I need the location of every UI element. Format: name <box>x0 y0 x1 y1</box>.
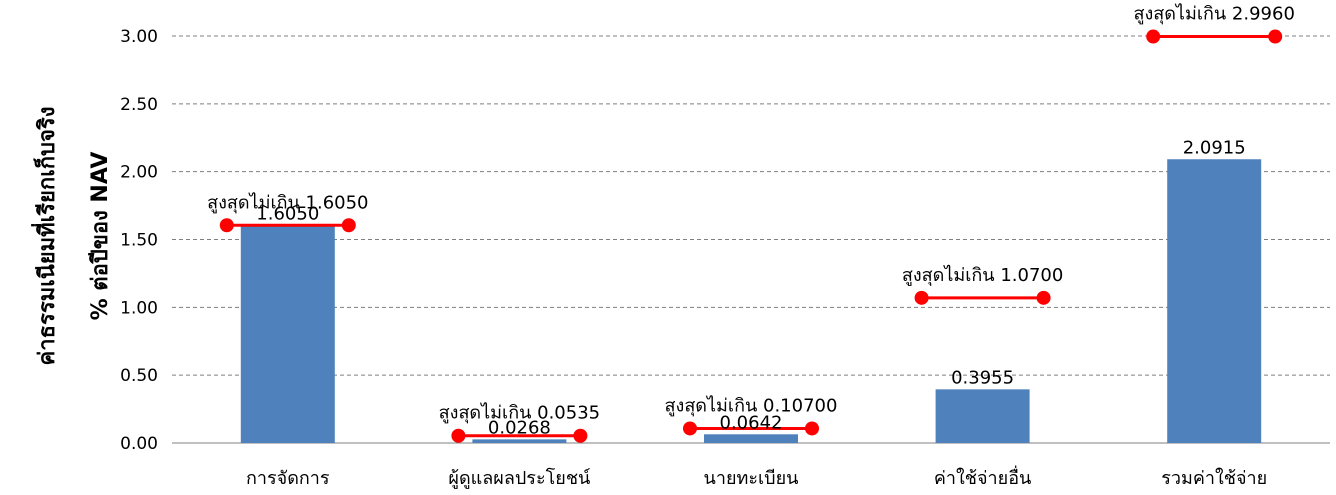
category-label: นายทะเบียน <box>704 468 799 489</box>
category-labels: การจัดการ ผู้ดูแลผลประโยชน์ นายทะเบียน ค่าใ… <box>246 465 1267 489</box>
max-limit-label: สูงสุดไม่เกิน 1.0700 <box>902 264 1063 286</box>
max-limit-label: สูงสุดไม่เกิน 1.6050 <box>207 191 368 213</box>
y-tick-label: 2.00 <box>120 163 158 183</box>
y-tick-label: 1.50 <box>120 231 158 251</box>
max-limit-dot <box>1268 29 1283 44</box>
bar <box>704 434 798 443</box>
max-limit-dot <box>1146 29 1161 44</box>
max-limit-dot <box>683 421 697 436</box>
y-tick-label: 0.00 <box>120 434 158 454</box>
category-label: ผู้ดูแลผลประโยชน์ <box>448 467 590 489</box>
max-limit-dot <box>914 290 929 305</box>
data-label: 2.0915 <box>1183 137 1246 158</box>
y-tick-label: 3.00 <box>120 27 158 47</box>
category-label: การจัดการ <box>246 468 330 489</box>
max-markers <box>219 29 1283 443</box>
bar <box>240 225 335 443</box>
y-tick-label: 1.00 <box>120 298 158 318</box>
bars <box>240 159 1262 443</box>
gridlines <box>172 35 1330 444</box>
max-limit-dot <box>805 421 819 436</box>
bar <box>935 389 1030 443</box>
bar <box>472 439 567 443</box>
category-label: ค่าใช้จ่ายอื่น <box>934 465 1031 489</box>
max-limit-dot <box>341 218 356 233</box>
max-limit-label: สูงสุดไม่เกิน 0.10700 <box>665 394 838 416</box>
category-label: รวมค่าใช้จ่าย <box>1161 467 1267 489</box>
max-limit-dot <box>573 428 588 443</box>
y-tick-labels: 0.00 0.50 1.00 1.50 2.00 2.50 3.00 <box>120 27 158 454</box>
y-axis-title-line1: ค่าธรรมเนียมที่เรียกเก็บจริง <box>30 107 60 366</box>
y-tick-label: 0.50 <box>120 366 158 386</box>
data-label: 1.6050 <box>256 203 319 224</box>
data-label: 0.0642 <box>720 412 783 433</box>
max-limit-label: สูงสุดไม่เกิน 0.0535 <box>439 402 600 424</box>
max-limit-dot <box>451 428 466 443</box>
data-label: 0.3955 <box>951 367 1014 388</box>
max-limit-dot <box>1036 290 1051 305</box>
max-limit-label: สูงสุดไม่เกิน 2.9960 <box>1133 3 1294 25</box>
y-axis-title-line2: % ต่อปีของ NAV <box>88 152 113 321</box>
bar <box>1167 159 1262 443</box>
max-limit-dot <box>219 218 234 233</box>
data-label: 0.0268 <box>488 417 551 438</box>
y-tick-label: 2.50 <box>120 95 158 115</box>
